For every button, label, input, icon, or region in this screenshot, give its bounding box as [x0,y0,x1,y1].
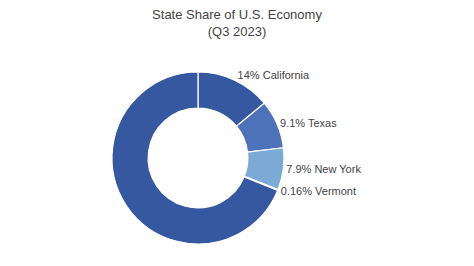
svg-text:0.16% Vermont: 0.16% Vermont [281,185,356,197]
svg-text:14% California: 14% California [238,69,310,81]
svg-text:9.1% Texas: 9.1% Texas [280,117,337,129]
svg-text:7.9% New York: 7.9% New York [286,163,361,175]
svg-text:State Share of U.S. Economy(Q3: State Share of U.S. Economy(Q3 2023) [152,7,322,39]
